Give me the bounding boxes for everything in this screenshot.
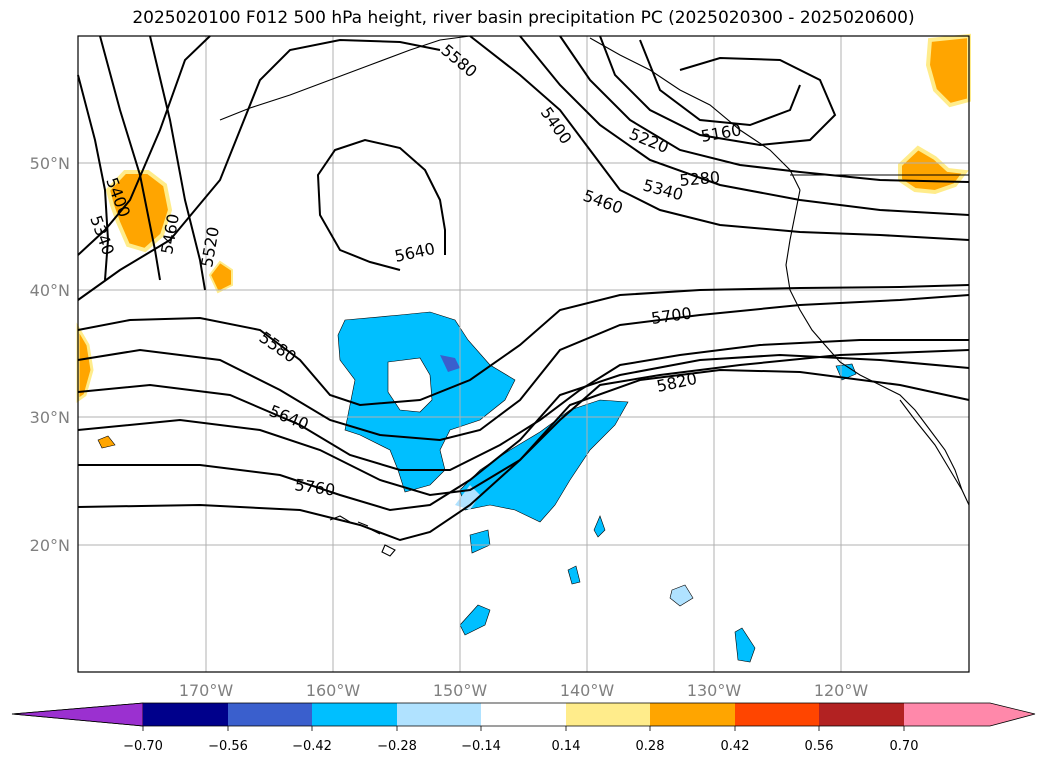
alaska-coast — [219, 35, 471, 121]
hawaii — [329, 515, 396, 557]
colorbar-tick-label: −0.42 — [292, 739, 332, 754]
lon-label: 160°W — [306, 681, 361, 700]
colorbar-segment — [566, 703, 650, 726]
precip-positive-area — [97, 435, 116, 449]
colorbar-segment — [650, 703, 735, 726]
contour-line — [77, 38, 441, 301]
lat-label: 50°N — [30, 154, 70, 173]
precip-positive-area — [208, 260, 233, 294]
contour-line — [77, 35, 211, 256]
colorbar-tick-label: −0.56 — [208, 739, 248, 754]
precip-negative-band-edge — [455, 485, 480, 510]
lon-label: 120°W — [814, 681, 869, 700]
contour-line — [519, 35, 970, 216]
west-coast — [785, 189, 970, 506]
colorbar-segment — [312, 703, 397, 726]
height-contours — [77, 35, 970, 542]
colorbar-tick-label: −0.14 — [461, 739, 501, 754]
alaska-panhandle — [589, 37, 801, 191]
contour-line — [149, 35, 206, 291]
colorbar-high-extension — [904, 703, 1035, 726]
colorbar-tick-label: 0.42 — [721, 739, 750, 754]
lon-label: 130°W — [687, 681, 742, 700]
coastlines — [219, 35, 970, 557]
contour-line — [77, 368, 970, 542]
gulf-of-california — [899, 399, 963, 491]
chart-title: 2025020100 F012 500 hPa height, river ba… — [132, 8, 915, 28]
contour-line — [77, 349, 970, 497]
longitude-labels: 170°W 160°W 150°W 140°W 130°W 120°W — [179, 681, 869, 700]
lat-label: 20°N — [30, 536, 70, 555]
contour-line — [77, 284, 970, 407]
precip-spot — [734, 627, 756, 663]
precip-shading — [76, 33, 971, 663]
lon-label: 140°W — [560, 681, 615, 700]
lat-label: 40°N — [30, 281, 70, 300]
colorbar-segment — [228, 703, 312, 726]
colorbar-tick-label: 0.70 — [890, 739, 919, 754]
colorbar-low-extension — [11, 702, 144, 727]
colorbar-segment — [819, 703, 904, 726]
contour-line — [599, 35, 837, 147]
colorbar-segment — [397, 703, 481, 726]
precip-negative-dark — [440, 355, 460, 372]
colorbar-tick-label: 0.56 — [805, 739, 834, 754]
colorbar-segment — [481, 703, 566, 726]
contour-line — [78, 353, 970, 512]
contour-line — [316, 138, 446, 271]
lon-label: 170°W — [179, 681, 234, 700]
latitude-labels: 50°N 40°N 30°N 20°N — [30, 154, 70, 555]
colorbar-tick-label: 0.14 — [552, 739, 581, 754]
colorbar-segment — [143, 703, 228, 726]
contour-line — [77, 339, 969, 471]
precip-spot — [567, 565, 581, 585]
lon-label: 150°W — [433, 681, 488, 700]
colorbar-ticks — [142, 726, 905, 731]
contour-line — [559, 35, 970, 183]
precip-spot — [593, 515, 606, 538]
contour-label: 5280 — [679, 168, 721, 190]
precip-spot — [459, 604, 491, 636]
contour-line — [469, 35, 970, 241]
precip-negative-light — [387, 357, 433, 413]
colorbar-tick-label: −0.70 — [123, 739, 163, 754]
colorbar-segment — [735, 703, 819, 726]
precip-negative-band — [459, 399, 629, 523]
map-frame — [77, 35, 970, 673]
precip-spot — [669, 584, 694, 607]
contour-line — [639, 39, 801, 127]
lat-label: 30°N — [30, 408, 70, 427]
contour-line — [77, 294, 970, 442]
colorbar: −0.70 −0.56 −0.42 −0.28 −0.14 0.14 0.28 … — [11, 702, 1036, 754]
colorbar-tick-label: 0.28 — [636, 739, 665, 754]
map-background — [78, 36, 969, 672]
colorbar-tick-label: −0.28 — [377, 739, 417, 754]
contour-line — [77, 74, 110, 281]
